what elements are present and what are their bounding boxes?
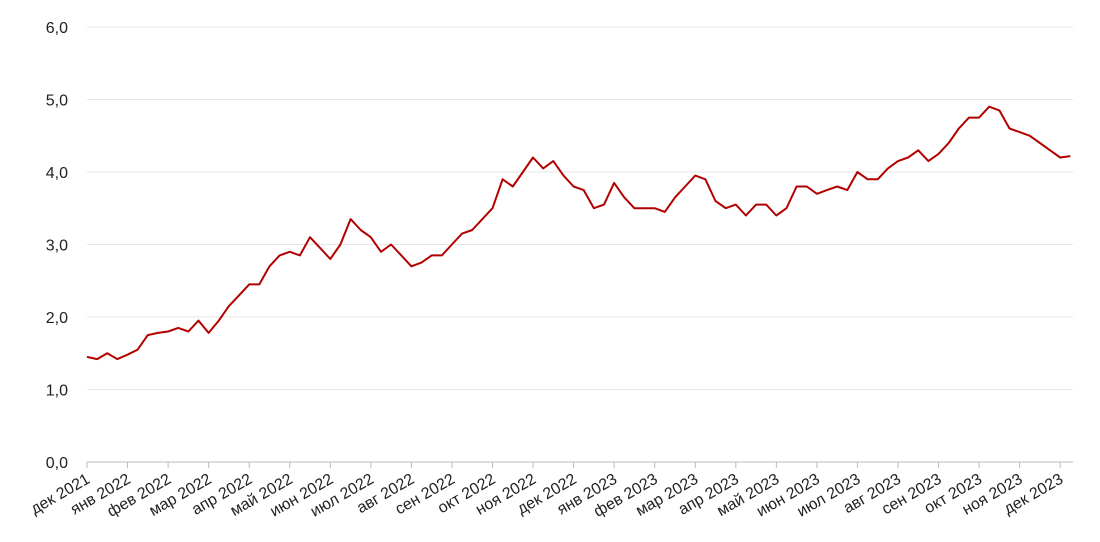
y-tick-label: 2,0 bbox=[46, 310, 68, 327]
y-tick-label: 0,0 bbox=[46, 455, 68, 472]
line bbox=[86, 105, 1071, 361]
y-tick-label: 5,0 bbox=[46, 93, 68, 110]
y-tick-label: 3,0 bbox=[46, 238, 68, 255]
y-tick-label: 6,0 bbox=[46, 20, 68, 37]
y-tick-label: 4,0 bbox=[46, 165, 68, 182]
y-tick-label: 1,0 bbox=[46, 383, 68, 400]
